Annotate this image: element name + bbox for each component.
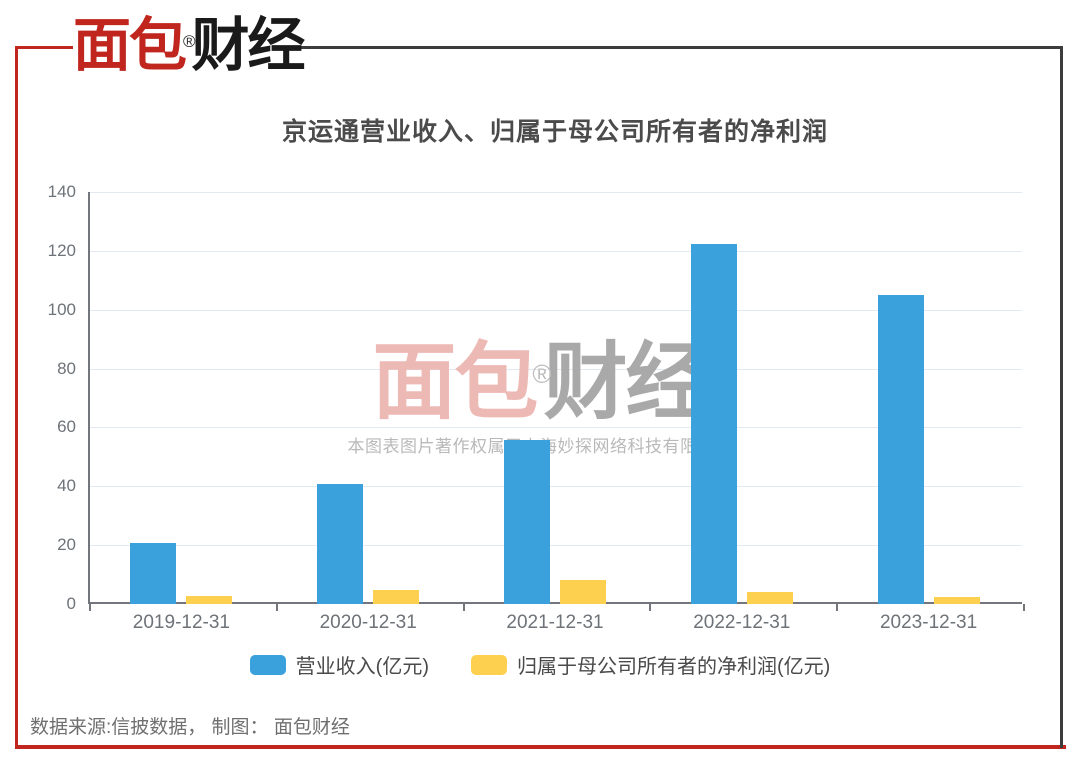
- grid-line-60: [90, 427, 1022, 429]
- bar-revenue-2022-12-31: [690, 244, 737, 604]
- frame-top-left-red-line: [15, 46, 73, 49]
- x-tick-label-2023-12-31: 2023-12-31: [879, 612, 978, 633]
- y-tick-label-100: 100: [47, 299, 76, 319]
- y-tick-label-20: 20: [57, 535, 76, 555]
- chart-legend: 营业收入(亿元) 归属于母公司所有者的净利润(亿元): [0, 650, 1080, 679]
- grid-line-40: [90, 486, 1022, 488]
- bar-revenue-2020-12-31: [317, 484, 364, 604]
- y-tick-label-80: 80: [57, 358, 76, 378]
- brand-logo-red-text: 面包: [73, 13, 187, 78]
- brand-logo: 面包®财经: [73, 13, 306, 78]
- x-tick-label-2022-12-31: 2022-12-31: [693, 612, 791, 633]
- x-axis-tick-1: [275, 604, 278, 611]
- frame-bottom-red-line: [15, 745, 1066, 749]
- bar-revenue-2021-12-31: [504, 440, 550, 604]
- bar-revenue-2019-12-31: [130, 542, 177, 604]
- data-source-text: 数据来源:信披数据， 制图： 面包财经: [30, 717, 350, 738]
- frame-right-gray-line: [1060, 46, 1063, 748]
- x-axis-tick-0: [89, 604, 91, 611]
- legend-swatch-revenue: [249, 654, 286, 675]
- legend-label-revenue: 营业收入(亿元): [295, 656, 429, 678]
- grid-line-140: [90, 192, 1022, 193]
- x-tick-label-2019-12-31: 2019-12-31: [132, 612, 230, 633]
- bar-revenue-2023-12-31: [877, 295, 924, 604]
- chart-title: 京运通营业收入、归属于母公司所有者的净利润: [281, 118, 828, 146]
- bar-net-profit-2020-12-31: [373, 590, 420, 604]
- x-axis-labels: 2019-12-31 2020-12-31 2021-12-31 2022-12-31…: [88, 612, 1022, 636]
- frame-left-red-line: [15, 46, 18, 748]
- legend-swatch-net-profit: [471, 654, 507, 675]
- legend-item-revenue: 营业收入(亿元): [249, 650, 429, 679]
- grid-line-20: [90, 545, 1022, 547]
- legend-label-net-profit: 归属于母公司所有者的净利润(亿元): [517, 656, 831, 678]
- y-tick-label-60: 60: [57, 417, 76, 437]
- y-tick-label-120: 120: [47, 240, 76, 260]
- watermark-logo-pink-text: 面包: [372, 335, 538, 429]
- plot-area: [88, 192, 1025, 611]
- x-axis-tick-3: [649, 604, 652, 611]
- x-axis-tick-2: [462, 604, 465, 611]
- bar-net-profit-2019-12-31: [186, 595, 233, 604]
- bars-layer: [88, 192, 1022, 604]
- frame-top-gray-line: [298, 46, 1063, 49]
- legend-item-net-profit: 归属于母公司所有者的净利润(亿元): [471, 650, 830, 679]
- registered-trademark-icon: ®: [183, 32, 196, 51]
- x-tick-label-2021-12-31: 2021-12-31: [506, 612, 604, 633]
- watermark: 面包®财经 本图表图片著作权属于上海妙探网络科技有限公司: [0, 336, 1080, 457]
- y-axis-labels: 0 20 40 60 80 100 120 140: [0, 183, 76, 613]
- x-axis-tick-4: [836, 604, 839, 611]
- brand-logo-black-text: 财经: [191, 13, 306, 78]
- bar-net-profit-2021-12-31: [560, 579, 606, 604]
- grid-line-80: [90, 368, 1022, 370]
- y-tick-label-140: 140: [47, 182, 76, 201]
- watermark-logo-gray-text: 财经: [543, 335, 710, 429]
- grid-line-100: [90, 309, 1022, 311]
- bar-net-profit-2023-12-31: [933, 597, 980, 604]
- y-tick-label-0: 0: [66, 594, 76, 613]
- x-axis-tick-5: [1023, 604, 1025, 611]
- grid-line-120: [90, 250, 1022, 252]
- y-tick-label-40: 40: [57, 476, 76, 496]
- x-tick-label-2020-12-31: 2020-12-31: [319, 612, 417, 633]
- bar-net-profit-2022-12-31: [746, 591, 793, 604]
- watermark-registered-trademark-icon: ®: [532, 359, 552, 389]
- watermark-logo: 面包®财经: [0, 336, 1080, 428]
